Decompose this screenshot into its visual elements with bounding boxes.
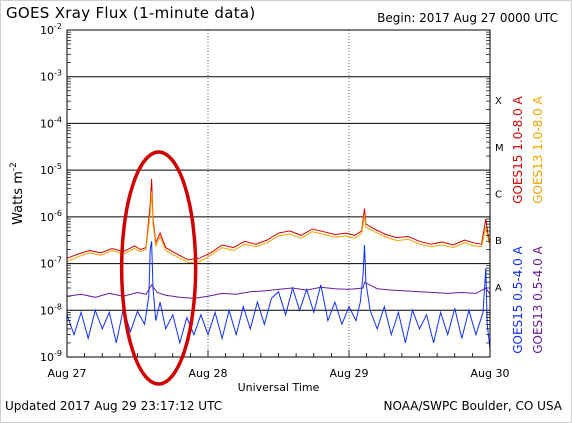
x-tick-label: Aug 27	[48, 367, 87, 380]
updated-timestamp: Updated 2017 Aug 29 23:17:12 UTC	[5, 399, 223, 413]
y-tick-exponent: -4	[54, 115, 62, 124]
y-tick-mantissa: 10	[40, 258, 54, 271]
y-tick-exponent: -7	[54, 256, 62, 265]
x-tick-label: Aug 30	[471, 367, 510, 380]
y-axis-label-exponent: -2	[9, 162, 19, 171]
y-tick-label: 10-2	[40, 22, 62, 37]
x-axis-ticks: Aug 27 Aug 28 Aug 29 Aug 30	[48, 350, 510, 380]
y-tick-label: 10-5	[40, 162, 62, 177]
y-tick-label: 10-6	[40, 209, 62, 224]
y-tick-exponent: -3	[54, 69, 62, 78]
legend-entry: GOES13 0.5-4.0 A	[531, 245, 545, 353]
legend: GOES15 1.0-8.0 A GOES13 1.0-8.0 A GOES15 0…	[511, 95, 545, 353]
y-tick-mantissa: 10	[40, 351, 54, 364]
flare-class-labels: X M C B A	[495, 96, 504, 294]
y-tick-exponent: -9	[54, 349, 62, 358]
series-goes13-0-5-4-0-a	[66, 281, 491, 299]
y-tick-mantissa: 10	[40, 304, 54, 317]
x-axis-label: Universal Time	[238, 381, 320, 394]
y-tick-exponent: -2	[54, 22, 62, 31]
y-tick-label: 10-8	[40, 302, 62, 317]
y-tick-mantissa: 10	[40, 164, 54, 177]
y-tick-exponent: -5	[54, 162, 62, 171]
y-tick-mantissa: 10	[40, 24, 54, 37]
x-tick-label: Aug 28	[189, 367, 228, 380]
y-tick-label: 10-7	[40, 256, 62, 271]
flare-class-label: X	[495, 96, 502, 107]
y-tick-exponent: -6	[54, 209, 62, 218]
legend-entry: GOES15 1.0-8.0 A	[511, 95, 525, 203]
data-series	[66, 178, 491, 349]
flare-class-label: M	[495, 143, 504, 154]
y-tick-mantissa: 10	[40, 211, 54, 224]
y-axis-label: Watts m-2	[9, 162, 26, 225]
y-tick-mantissa: 10	[40, 71, 54, 84]
y-tick-exponent: -8	[54, 302, 62, 311]
y-tick-mantissa: 10	[40, 117, 54, 130]
x-tick-label: Aug 29	[330, 367, 369, 380]
highlight-ellipse	[119, 150, 198, 386]
series-goes13-1-0-8-0-a	[66, 191, 491, 264]
series-goes15-0-5-4-0-a	[66, 241, 491, 349]
flare-class-label: A	[495, 283, 502, 294]
legend-entry: GOES15 0.5-4.0 A	[511, 245, 525, 353]
y-tick-label: 10-9	[40, 349, 62, 364]
y-axis-ticks: 10-210-310-410-510-610-710-810-9	[40, 22, 490, 364]
begin-time-label: Begin: 2017 Aug 27 0000 UTC	[377, 11, 558, 25]
flare-class-label: B	[495, 236, 502, 247]
y-tick-label: 10-4	[40, 115, 62, 130]
flare-class-label: C	[495, 190, 502, 201]
y-tick-label: 10-3	[40, 69, 62, 84]
legend-entry: GOES13 1.0-8.0 A	[531, 95, 545, 203]
credit-label: NOAA/SWPC Boulder, CO USA	[383, 399, 562, 413]
y-axis-label-base: Watts m	[11, 171, 26, 225]
chart-title: GOES Xray Flux (1-minute data)	[6, 4, 256, 22]
